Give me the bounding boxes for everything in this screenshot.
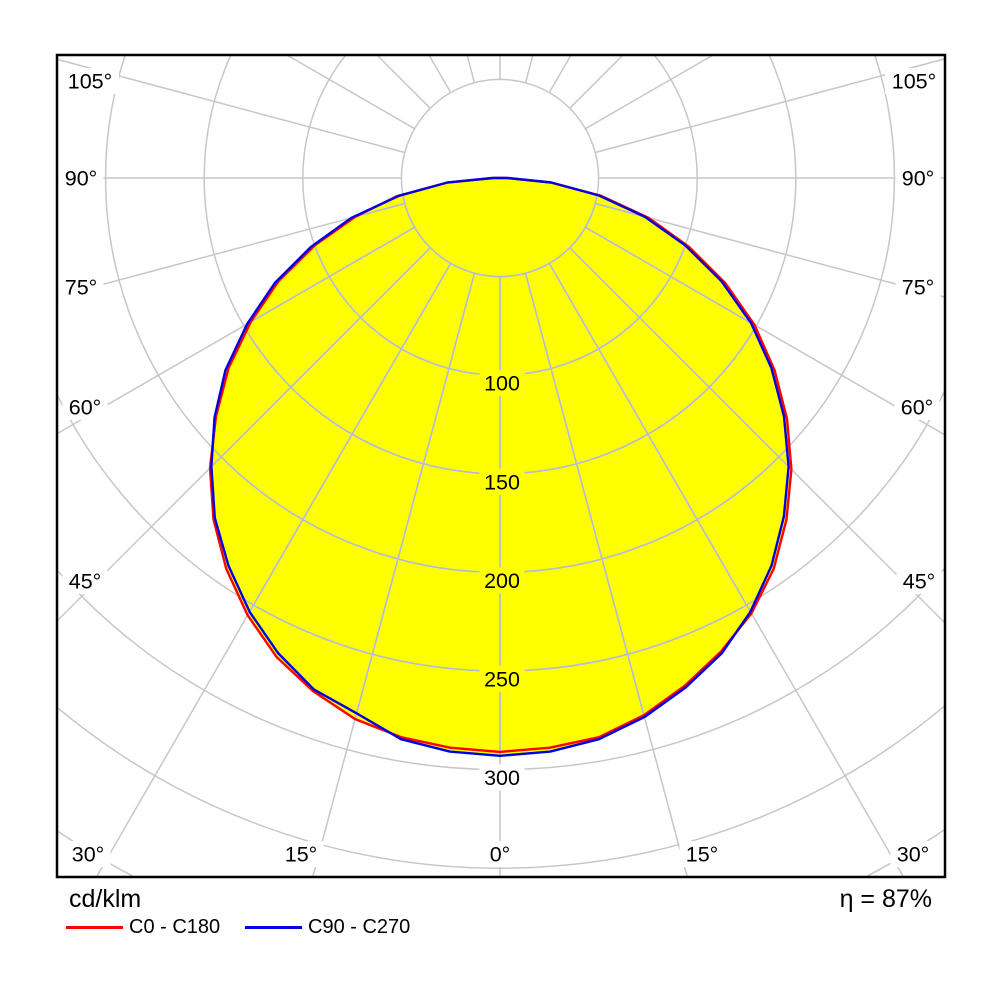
- angle-label-bg: [894, 394, 940, 420]
- angle-label: 30°: [897, 843, 930, 867]
- radial-value-label-bg: [479, 666, 525, 692]
- angle-label-bg: [61, 68, 119, 94]
- radial-value-label: 150: [484, 470, 520, 494]
- chart-frame: [55, 53, 947, 879]
- angle-label-bg: [895, 274, 941, 300]
- radial-value-label: 250: [484, 668, 520, 692]
- angle-label: 60°: [901, 396, 934, 420]
- angle-label-bg: [278, 841, 324, 867]
- angle-label-bg: [484, 841, 516, 867]
- radial-value-label-bg: [479, 468, 525, 495]
- angle-label: 15°: [686, 843, 719, 867]
- radial-value-label: 200: [484, 569, 520, 593]
- angle-label-bg: [58, 165, 104, 191]
- legend-label-c0-c180: C0 - C180: [129, 915, 221, 938]
- radial-value-label: 100: [484, 372, 520, 396]
- angle-label: 75°: [902, 276, 935, 300]
- angle-label-bg: [58, 274, 104, 300]
- curve-c0-c180: [208, 176, 793, 754]
- radial-value-label-bg: [479, 370, 525, 397]
- angle-label-bg: [896, 568, 942, 594]
- angle-label: 0°: [490, 843, 511, 867]
- angle-label: 105°: [68, 70, 112, 94]
- legend-item-c0-c180: C0 - C180: [66, 916, 220, 938]
- angle-label: 105°: [892, 70, 936, 94]
- angle-label-bg: [885, 68, 943, 94]
- legend-line-c90-c270-icon: [245, 925, 302, 929]
- legend-line-c0-c180-icon: [66, 925, 123, 929]
- angle-label-bg: [679, 841, 725, 867]
- angle-label: 90°: [902, 167, 935, 191]
- radial-value-label-bg: [479, 764, 525, 791]
- curve-c90-c270: [210, 176, 790, 757]
- legend-item-c90-c270: C90 - C270: [245, 916, 410, 938]
- angle-label-bg: [65, 841, 111, 867]
- efficiency-label: η = 87%: [839, 885, 932, 913]
- angle-label-bg: [890, 841, 936, 867]
- angle-label: 90°: [65, 167, 98, 191]
- radial-value-label: 300: [484, 766, 520, 790]
- angle-label: 45°: [903, 570, 936, 594]
- radial-value-label-bg: [479, 567, 525, 594]
- angle-label: 75°: [65, 276, 98, 300]
- angle-label: 45°: [69, 570, 102, 594]
- angle-label: 15°: [285, 843, 318, 867]
- angle-label-bg: [62, 568, 108, 594]
- angle-label: 30°: [72, 843, 105, 867]
- angle-label: 60°: [69, 396, 102, 420]
- angle-label-bg: [62, 394, 108, 420]
- angle-label-bg: [895, 165, 941, 191]
- legend-label-c90-c270: C90 - C270: [308, 915, 411, 938]
- units-label: cd/klm: [69, 885, 142, 913]
